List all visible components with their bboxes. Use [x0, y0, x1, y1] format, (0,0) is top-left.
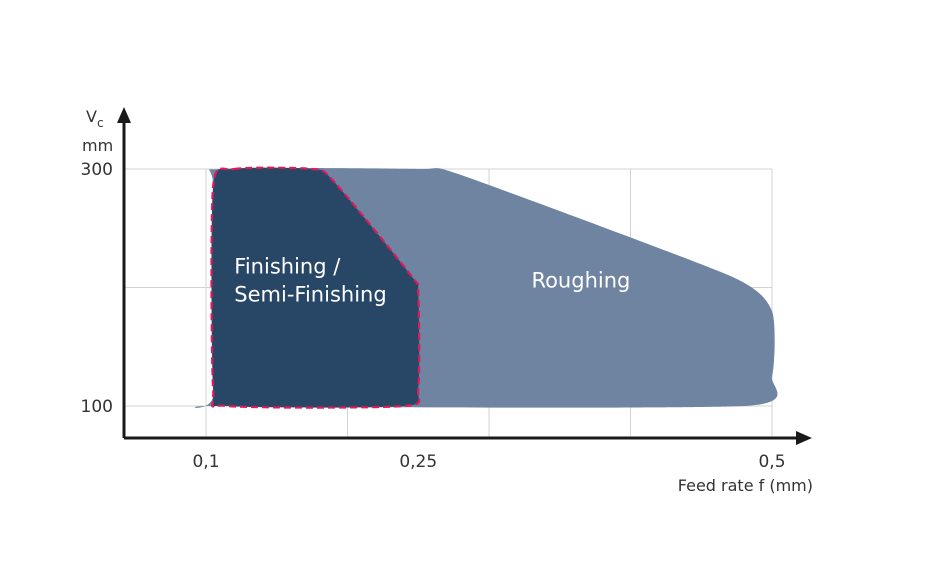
axis-labels: Vc mm Feed rate f (mm)	[82, 107, 813, 495]
x-tick-label: 0,5	[758, 452, 785, 472]
region-finishing	[210, 166, 421, 409]
x-axis-label: Feed rate f (mm)	[678, 476, 813, 495]
y-tick-label: 300	[81, 160, 113, 180]
regions: Roughing Finishing / Semi-Finishing	[194, 166, 778, 409]
y-axis-unit: mm	[82, 136, 113, 155]
axes	[117, 107, 812, 445]
x-tick-label: 0,25	[399, 452, 437, 472]
y-axis-label: Vc	[86, 107, 104, 130]
x-axis-arrow-icon	[796, 431, 812, 445]
region-label-roughing-line: Roughing	[531, 269, 630, 293]
tick-labels: 0,1 0,25 0,5 100 300	[81, 160, 786, 472]
x-tick-label: 0,1	[192, 452, 219, 472]
y-axis-label-sub: c	[97, 116, 104, 130]
region-label-finishing: Finishing / Semi-Finishing	[234, 254, 386, 306]
y-tick-label: 100	[81, 397, 113, 417]
region-label-finishing-line: Finishing /	[234, 254, 341, 278]
region-label-roughing: Roughing	[531, 269, 630, 293]
y-axis-arrow-icon	[117, 107, 131, 123]
region-label-finishing-line: Semi-Finishing	[234, 282, 386, 306]
y-axis-label-main: V	[86, 107, 97, 126]
